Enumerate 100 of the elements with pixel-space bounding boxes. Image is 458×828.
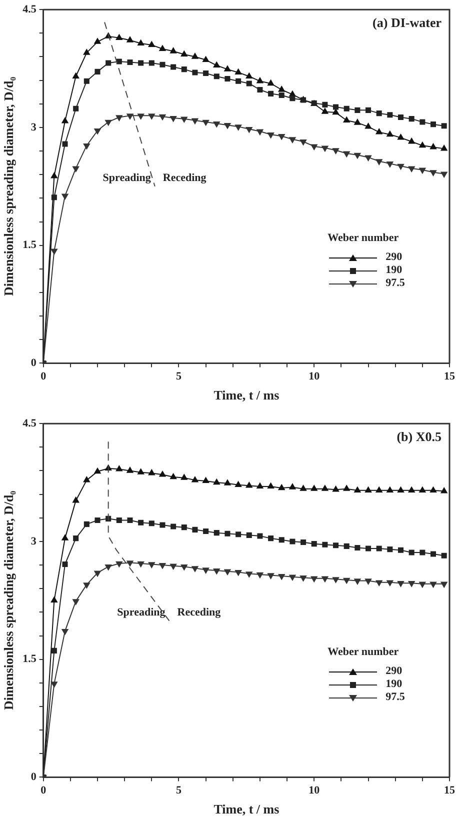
y-tick-label: 0: [30, 771, 37, 784]
annotation: Spreading: [117, 606, 166, 619]
point: [268, 80, 274, 86]
point: [116, 58, 122, 64]
point: [290, 96, 296, 102]
x-tick-label: 10: [308, 370, 320, 383]
point: [202, 120, 210, 126]
chart-title: (a) DI-water: [372, 14, 442, 30]
point: [430, 170, 437, 176]
point: [430, 143, 437, 150]
y-axis-title: Dimensionless spreading diameter, D/d₀: [1, 490, 16, 710]
point: [257, 86, 263, 93]
x-tick-label: 15: [444, 784, 456, 797]
point: [116, 115, 122, 121]
point: [366, 107, 372, 113]
legend-label: 97.5: [386, 691, 405, 704]
point: [72, 166, 80, 172]
annotation: Spreading: [102, 172, 152, 184]
point: [246, 80, 252, 86]
point: [62, 117, 68, 124]
point: [365, 155, 372, 162]
point: [83, 49, 90, 55]
point: [83, 143, 90, 150]
x-axis-title: Time, t / ms: [214, 388, 280, 403]
point: [332, 148, 340, 154]
y-tick-label: 4.5: [22, 3, 37, 16]
point: [344, 106, 350, 112]
point: [420, 119, 426, 125]
point: [62, 141, 68, 147]
point: [354, 107, 360, 113]
point: [386, 162, 394, 168]
y-tick-label: 0: [30, 357, 37, 370]
point: [192, 53, 198, 59]
point: [256, 129, 264, 136]
point: [333, 104, 339, 110]
point: [310, 144, 318, 150]
point: [365, 122, 372, 129]
point: [343, 151, 350, 158]
point: [159, 114, 166, 120]
legend-label: 290: [386, 251, 402, 264]
point: [51, 194, 57, 200]
point: [256, 77, 264, 84]
x-tick-label: 5: [176, 370, 182, 383]
point: [180, 116, 188, 123]
point: [148, 114, 155, 120]
point: [236, 78, 242, 84]
point: [408, 138, 415, 144]
y-tick-label: 1.5: [22, 239, 37, 252]
annotation: Receding: [177, 606, 222, 619]
point: [397, 164, 404, 170]
point: [235, 124, 242, 130]
y-tick-label: 3: [30, 121, 37, 134]
x-axis-title: Time, t / ms: [214, 802, 280, 817]
point: [289, 137, 296, 143]
point: [397, 134, 404, 140]
point: [73, 106, 79, 112]
x-tick-label: 15: [444, 370, 456, 383]
point: [181, 66, 187, 72]
point: [398, 114, 404, 120]
point: [354, 119, 361, 125]
x-tick-label: 5: [176, 784, 182, 797]
point: [127, 59, 133, 66]
point: [322, 108, 328, 114]
point: [192, 118, 198, 124]
chart-title: (b) X0.5: [396, 428, 442, 444]
point: [116, 34, 122, 40]
point: [440, 172, 448, 178]
point: [72, 72, 80, 78]
point: [213, 62, 220, 68]
point: [94, 68, 100, 74]
legend-label: 290: [386, 665, 402, 678]
point: [170, 116, 177, 122]
legend-title: Weber number: [328, 646, 400, 660]
point: [278, 86, 285, 92]
point: [278, 92, 284, 98]
x-tick-label: 10: [308, 784, 320, 797]
point: [180, 50, 188, 56]
point: [224, 76, 230, 82]
annotation: Receding: [162, 172, 207, 184]
point: [50, 248, 58, 255]
point: [322, 102, 328, 108]
point: [159, 45, 166, 51]
point: [84, 78, 90, 84]
line-series: [108, 441, 170, 622]
point: [224, 66, 231, 72]
point: [354, 152, 361, 159]
point: [408, 116, 414, 122]
x-tick-label: 0: [40, 370, 47, 383]
point: [126, 114, 134, 120]
point: [138, 40, 144, 46]
point: [94, 128, 101, 134]
point: [105, 120, 112, 126]
point: [106, 60, 112, 66]
point: [419, 142, 426, 148]
point: [94, 38, 101, 44]
point: [224, 123, 231, 129]
point: [138, 114, 144, 120]
point: [278, 134, 285, 140]
legend-label: 190: [386, 264, 402, 278]
y-tick-label: 3: [30, 535, 37, 548]
